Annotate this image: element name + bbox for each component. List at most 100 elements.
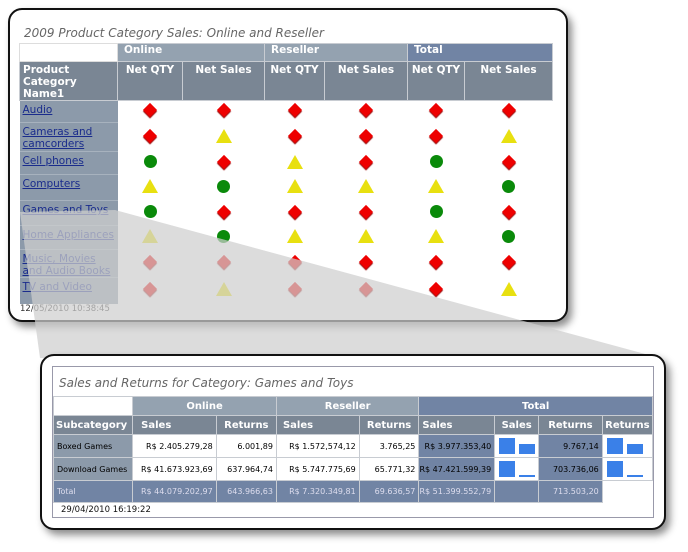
kpi-cell <box>408 175 465 201</box>
table-row: Audio <box>19 100 553 123</box>
value-cell: 6.001,89 <box>215 434 277 458</box>
group-online: Online <box>117 43 265 62</box>
table-row: Boxed Games R$ 2.405.279,28 6.001,89 R$ 1.5… <box>52 434 654 458</box>
report-frame: Sales and Returns for Category: Games an… <box>52 366 654 518</box>
category-link[interactable]: Audio <box>22 104 53 116</box>
kpi-cell <box>183 175 265 201</box>
value-cell: R$ 5.747.775,69 <box>275 457 360 481</box>
green-circle-icon <box>429 205 443 218</box>
total-value-cell: 643.966,63 <box>215 480 277 503</box>
table-row: Computers <box>19 174 553 201</box>
sparkline-bar <box>626 443 643 454</box>
col-header: Returns <box>358 415 420 435</box>
green-circle-icon <box>502 179 515 193</box>
total-value-cell: 713.503,20 <box>538 480 603 503</box>
kpi-cell <box>265 175 325 201</box>
category-link[interactable]: Computers <box>22 178 81 190</box>
kpi-cell <box>408 152 465 175</box>
sparkline-cell <box>601 457 654 481</box>
kpi-cell <box>465 175 553 201</box>
kpi-cell <box>465 226 553 250</box>
yellow-triangle-icon <box>428 229 444 243</box>
callout-wedge <box>20 210 660 358</box>
kpi-cell <box>465 123 553 152</box>
col-header: Returns <box>601 415 654 435</box>
row-label-cell: Cell phones <box>19 151 118 175</box>
col-header: Net Sales <box>464 61 553 101</box>
kpi-cell <box>465 278 553 304</box>
kpi-cell <box>325 226 408 250</box>
yellow-triangle-icon <box>142 179 158 193</box>
kpi-cell <box>118 152 183 175</box>
value-cell: 637.964,74 <box>215 457 277 481</box>
value-cell: R$ 1.572,574,12 <box>275 434 360 458</box>
kpi-cell <box>118 201 183 226</box>
subcategory-report: Sales and Returns for Category: Games an… <box>40 354 666 530</box>
group-total: Total <box>407 43 553 62</box>
group-online: Online <box>132 396 277 416</box>
group-reseller: Reseller <box>275 396 420 416</box>
table-row: Cell phones <box>19 151 553 175</box>
kpi-cell <box>265 152 325 175</box>
kpi-cell <box>118 175 183 201</box>
category-link[interactable]: Cameras and camcorders <box>22 126 93 150</box>
category-link[interactable]: Cell phones <box>22 155 84 167</box>
total-value-cell: R$ 51.399.552,79 <box>418 480 496 503</box>
green-circle-icon <box>429 155 443 168</box>
col-header: Sales <box>132 415 217 435</box>
group-reseller: Reseller <box>264 43 408 62</box>
total-value-cell: R$ 44.079.202,97 <box>132 480 217 503</box>
value-cell: 65.771,32 <box>358 457 420 481</box>
col-header: Returns <box>538 415 603 435</box>
subcategory-cell: Download Games <box>52 457 134 481</box>
col-header: Subcategory <box>52 415 134 435</box>
value-cell: 3.765,25 <box>358 434 420 458</box>
value-cell: 703.736,06 <box>538 457 603 481</box>
total-row: Total R$ 44.079.202,97 643.966,63 R$ 7.320.… <box>52 480 653 503</box>
row-label-cell: Cameras and camcorders <box>19 122 118 152</box>
col-header: Net Sales <box>324 61 408 101</box>
col-header: Sales <box>275 415 360 435</box>
kpi-cell <box>183 123 265 152</box>
sparkline-bar <box>519 443 536 454</box>
total-value-cell: 69.636,57 <box>358 480 420 503</box>
sparkline-bar <box>519 474 536 477</box>
row-label-cell: Audio <box>19 100 118 123</box>
subcategory-cell: Boxed Games <box>52 434 134 458</box>
sparkline-bar <box>606 461 623 477</box>
yellow-triangle-icon <box>500 282 517 296</box>
value-cell: R$ 2.405.279,28 <box>132 434 217 458</box>
empty-cell <box>494 480 540 503</box>
kpi-cell <box>325 175 408 201</box>
yellow-triangle-icon <box>358 229 374 243</box>
yellow-triangle-icon <box>286 179 303 193</box>
group-total: Total <box>418 396 653 416</box>
value-cell: R$ 47.421.599,39 <box>418 457 496 481</box>
sparkline-bar <box>606 438 623 454</box>
value-cell: R$ 41.673.923,69 <box>132 457 217 481</box>
report-title: Sales and Returns for Category: Games an… <box>59 376 354 390</box>
col-header: Net QTY <box>117 61 183 101</box>
green-circle-icon <box>217 179 230 193</box>
col-header: Net QTY <box>264 61 325 101</box>
kpi-cell <box>408 201 465 226</box>
green-circle-icon <box>502 229 515 243</box>
corner-cell <box>52 396 134 416</box>
value-cell: R$ 3.977.353,40 <box>418 434 496 458</box>
col-header: Net QTY <box>407 61 465 101</box>
yellow-triangle-icon <box>358 179 374 193</box>
yellow-triangle-icon <box>428 179 444 193</box>
table-row: Cameras and camcorders <box>19 122 553 152</box>
sparkline-cell <box>601 434 654 458</box>
col-header: Sales <box>494 415 540 435</box>
yellow-triangle-icon <box>286 229 303 243</box>
yellow-triangle-icon <box>215 128 232 143</box>
green-circle-icon <box>143 155 157 168</box>
col-header: Returns <box>215 415 277 435</box>
value-cell: 9.767,14 <box>538 434 603 458</box>
sparkline-bar <box>499 461 516 477</box>
col-header: Sales <box>418 415 496 435</box>
yellow-triangle-icon <box>286 154 303 169</box>
total-value-cell: R$ 7.320.349,81 <box>275 480 360 503</box>
